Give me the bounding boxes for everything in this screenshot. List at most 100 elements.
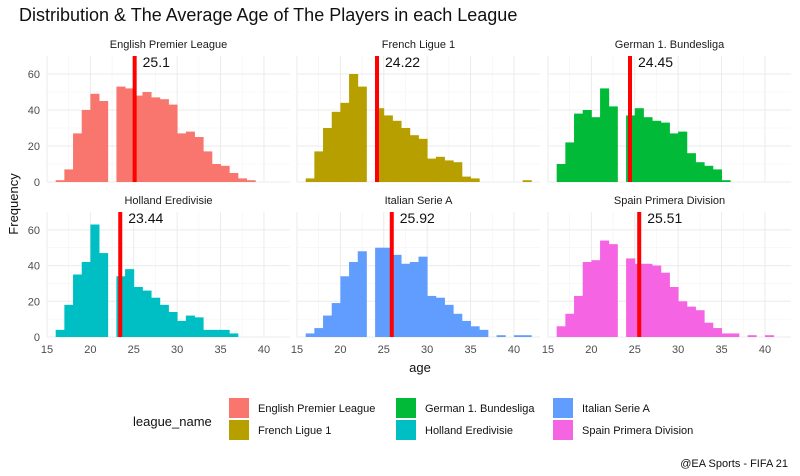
histogram-bar [730,333,740,337]
histogram-bar [237,178,248,182]
histogram-bar [453,162,463,182]
histogram-bar [203,151,213,182]
histogram-bar [565,142,575,182]
histogram-bar [331,111,341,182]
x-tick-label: 40 [258,344,270,356]
histogram-bar [652,265,662,337]
histogram-bar [159,99,169,182]
histogram-bar [444,304,454,337]
histogram-bar [133,95,143,182]
histogram-bar [435,297,445,337]
histogram-bar [556,164,566,182]
mean-label-italian-serie-a: 25.92 [400,210,435,226]
histogram-bar [220,329,230,337]
histogram-bar [314,328,324,337]
facet-label-italian-serie-a: Italian Serie A [385,195,454,207]
histogram-bar [747,335,757,337]
histogram-bar [470,178,480,182]
histogram-bar [340,276,350,337]
histogram-bar [496,335,506,337]
x-tick-label: 15 [542,344,554,356]
histogram-bar [401,128,411,182]
mean-label-german-1-bundesliga: 24.45 [638,54,673,70]
histogram-bar [185,131,195,182]
histogram-bar [582,110,592,182]
histogram-bar [168,312,178,337]
histogram-bar [643,263,653,337]
legend-label-holland-eredivisie: Holland Eredivisie [425,425,513,437]
histogram-bar [556,326,566,337]
panel-spain-primera-division: Spain Primera Division 25.51 15 20 25 30 35 40 [542,195,791,356]
histogram-bar [660,122,670,182]
histogram-bar [643,117,653,182]
histogram-bar [383,115,393,182]
histogram-bar [99,253,109,337]
x-tick-label: 35 [464,344,476,356]
y-tick-label: 60 [28,69,40,81]
histogram-bar [461,320,471,337]
histogram-bar [305,178,315,182]
legend-key-italian-serie-a [553,398,573,418]
legend-label-italian-serie-a: Italian Serie A [582,403,651,415]
histogram-bar [331,303,341,337]
histogram-bar [695,162,705,182]
mean-label-french-ligue-1: 24.22 [385,54,420,70]
x-tick-label: 15 [291,344,303,356]
histogram-bar [444,160,454,182]
histogram-bar [142,92,152,182]
legend-label-german-1-bundesliga: German 1. Bundesliga [425,403,535,415]
facet-panels: English Premier League 25.1 0 20 40 60 French … [28,39,791,356]
histogram-bar [453,313,463,337]
histogram-bar [479,329,489,337]
histogram-bar [513,335,524,337]
histogram-bar [116,86,126,182]
histogram-bar [99,101,109,182]
histogram-bar [229,333,239,337]
histogram-bar [357,251,367,337]
histogram-bar [90,93,100,182]
histogram-bar [764,335,775,337]
histogram-bar [669,287,679,337]
y-tick-label: 20 [28,141,40,153]
histogram-bar [151,97,161,182]
histogram-bar [211,164,221,182]
histogram-bar [522,180,532,182]
histogram-bar [349,74,359,182]
legend-title: league_name [133,414,212,429]
legend-key-german-1-bundesliga [396,398,416,418]
histogram-bar [721,180,731,182]
x-tick-label: 35 [214,344,226,356]
histogram-bar [565,313,575,337]
histogram-bar [591,260,601,337]
histogram-bar [211,329,221,337]
histogram-bar [704,322,714,337]
histogram-bar [704,165,714,182]
histogram-bar [401,263,411,337]
histogram-bar [660,272,670,337]
histogram-bar [55,329,65,337]
histogram-bar [721,333,731,337]
histogram-bar [194,137,204,182]
legend-label-spain-primera-division: Spain Primera Division [582,425,693,437]
facet-label-holland-eredivisie: Holland Eredivisie [124,195,212,207]
x-tick-label: 30 [421,344,433,356]
histogram-bar [608,244,618,337]
legend-label-french-ligue-1: French Ligue 1 [258,425,331,437]
histogram-bar [522,335,532,337]
histogram-bar [323,128,333,182]
y-axis-title: Frequency [6,173,21,235]
histogram-bar [73,274,83,337]
panel-german-1-bundesliga: German 1. Bundesliga 24.45 [547,39,791,183]
histogram-bar [125,88,135,182]
x-tick-label: 40 [508,344,520,356]
histogram-bar [305,333,315,337]
y-tick-label: 40 [28,105,40,117]
histogram-bar [314,151,324,182]
x-tick-label: 15 [41,344,53,356]
facet-label-spain-primera-division: Spain Primera Division [614,195,725,207]
histogram-bar [418,256,428,337]
histogram-bar [177,133,187,182]
x-tick-label: 40 [759,344,771,356]
caption: @EA Sports - FIFA 21 [680,458,788,470]
